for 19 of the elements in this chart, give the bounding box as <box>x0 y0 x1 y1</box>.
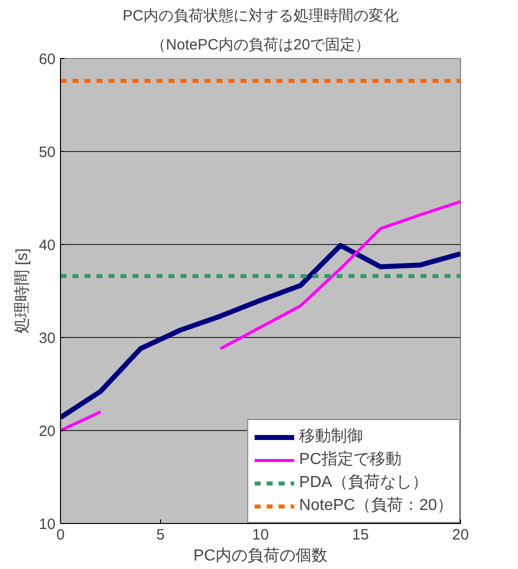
x-tick-label: 15 <box>352 526 369 544</box>
chart-subtitle: （NotePC内の負荷は20で固定） <box>150 36 370 54</box>
y-tick-label: 40 <box>38 237 56 254</box>
legend-label: PC指定で移動 <box>299 450 402 470</box>
x-axis-title: PC内の負荷の個数 <box>193 546 328 564</box>
y-tick-label: 10 <box>38 516 56 533</box>
legend-label: NotePC（負荷：20） <box>299 496 453 516</box>
y-tick-label: 20 <box>38 423 56 440</box>
y-tick-label: 30 <box>38 330 56 347</box>
x-tick-label: 5 <box>156 526 165 544</box>
chart-title: PC内の負荷状態に対する処理時間の変化 <box>122 8 398 24</box>
x-tick-label: 20 <box>452 526 469 544</box>
legend-label: 移動制御 <box>299 426 364 447</box>
y-axis-title: 処理時間 [s] <box>12 248 31 334</box>
x-tick-label: 10 <box>252 526 269 544</box>
x-tick-label: 0 <box>56 526 65 544</box>
legend-label: PDA（負荷なし） <box>299 472 428 493</box>
y-tick-label: 60 <box>38 51 56 68</box>
y-tick-label: 50 <box>38 144 56 161</box>
